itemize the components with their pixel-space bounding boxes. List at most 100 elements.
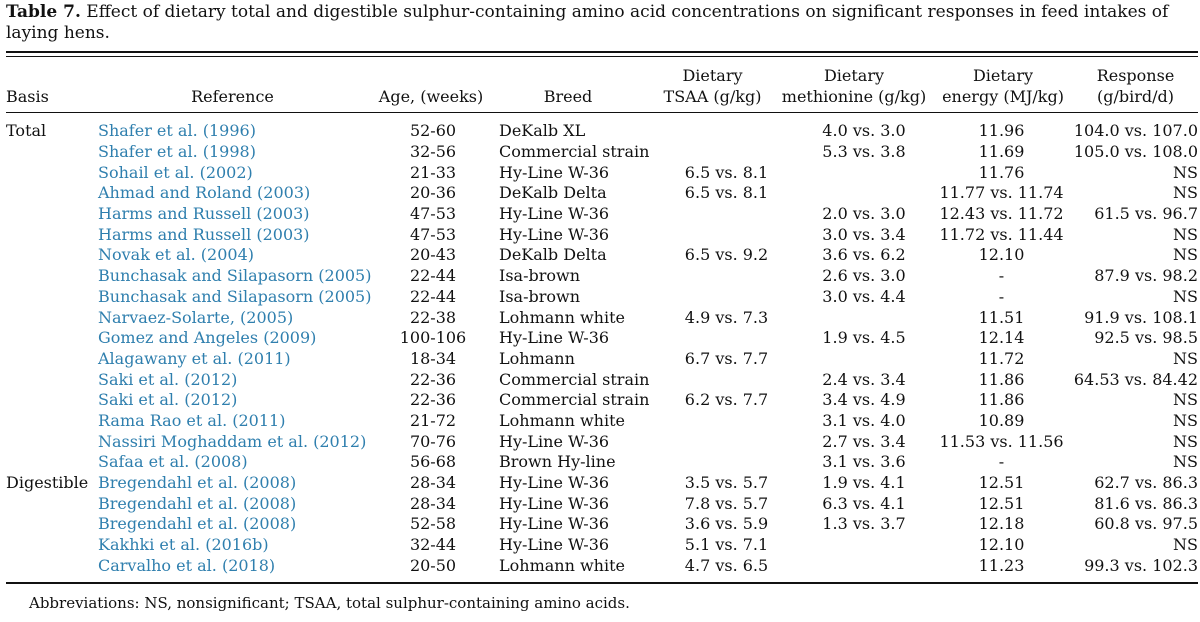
reference-link[interactable]: Bregendahl et al. (2008) xyxy=(98,473,297,493)
response-cell: NS xyxy=(1173,162,1198,182)
tsaa-cell xyxy=(664,328,789,349)
basis-cell xyxy=(6,287,98,308)
breed-cell: Hy-Line W-36 xyxy=(499,328,610,348)
tsaa-cell: 6.5 vs. 9.2 xyxy=(684,245,769,265)
methionine-cell xyxy=(789,162,939,183)
header-age: Age, (weeks) xyxy=(378,87,484,106)
header-tsaa-line1: Dietary xyxy=(682,66,743,85)
header-response-line2: (g/bird/d) xyxy=(1097,87,1174,106)
tsaa-cell xyxy=(664,121,789,142)
methionine-cell: 1.3 vs. 3.7 xyxy=(822,514,906,534)
response-cell: NS xyxy=(1173,245,1198,265)
table-row: Total Shafer et al. (1996) 52-60 DeKalb XL 4… xyxy=(6,121,1198,142)
reference-link[interactable]: Saki et al. (2012) xyxy=(98,390,238,410)
reference-link[interactable]: Gomez and Angeles (2009) xyxy=(98,328,317,348)
reference-link[interactable]: Bunchasak and Silapasorn (2005) xyxy=(98,266,372,286)
tsaa-cell: 5.1 vs. 7.1 xyxy=(684,535,769,555)
methionine-cell: 3.1 vs. 3.6 xyxy=(822,452,906,472)
response-cell: 105.0 vs. 108.0 xyxy=(1073,142,1198,162)
tsaa-cell xyxy=(664,287,789,308)
reference-link[interactable]: Harms and Russell (2003) xyxy=(98,204,310,224)
response-cell: NS xyxy=(1173,452,1198,472)
basis-cell xyxy=(6,183,98,204)
energy-cell: 12.51 xyxy=(978,493,1025,513)
methionine-cell: 1.9 vs. 4.1 xyxy=(822,473,906,493)
methionine-cell: 3.6 vs. 6.2 xyxy=(822,245,906,265)
tsaa-cell: 6.2 vs. 7.7 xyxy=(684,390,769,410)
reference-link[interactable]: Bunchasak and Silapasorn (2005) xyxy=(98,286,372,306)
basis-cell xyxy=(6,493,98,514)
energy-cell: 12.18 xyxy=(978,514,1025,534)
energy-cell: 10.89 xyxy=(978,410,1025,430)
basis-cell xyxy=(6,328,98,349)
reference-link[interactable]: Harms and Russell (2003) xyxy=(98,224,310,244)
table-row: Ahmad and Roland (2003) 20-36 DeKalb Delta… xyxy=(6,183,1198,204)
header-reference: Reference xyxy=(191,87,274,106)
breed-cell: DeKalb Delta xyxy=(499,183,607,203)
energy-cell: 11.23 xyxy=(978,555,1025,575)
energy-cell: 12.51 xyxy=(978,473,1025,493)
reference-link[interactable]: Bregendahl et al. (2008) xyxy=(98,493,297,513)
response-cell: 60.8 vs. 97.5 xyxy=(1094,514,1198,534)
table-row: Digestible Bregendahl et al. (2008) 28-34 H… xyxy=(6,473,1198,494)
response-cell: NS xyxy=(1173,183,1198,203)
reference-link[interactable]: Rama Rao et al. (2011) xyxy=(98,410,286,430)
energy-cell: 11.72 xyxy=(978,348,1025,368)
reference-link[interactable]: Nassiri Moghaddam et al. (2012) xyxy=(98,431,367,451)
basis-cell xyxy=(6,307,98,328)
energy-cell: 11.51 xyxy=(978,307,1025,327)
age-cell: 56-68 xyxy=(409,452,457,472)
tsaa-cell: 7.8 vs. 5.7 xyxy=(684,493,769,513)
response-cell: 104.0 vs. 107.0 xyxy=(1073,121,1198,141)
breed-cell: Hy-Line W-36 xyxy=(499,493,610,513)
basis-cell xyxy=(6,514,98,535)
basis-cell: Digestible xyxy=(6,473,89,493)
energy-cell: 11.86 xyxy=(978,390,1025,410)
reference-link[interactable]: Novak et al. (2004) xyxy=(98,245,255,265)
tsaa-cell: 3.6 vs. 5.9 xyxy=(684,514,769,534)
methionine-cell xyxy=(789,307,939,328)
breed-cell: Commercial strain xyxy=(499,390,650,410)
header-energy-line2: energy (MJ/kg) xyxy=(942,87,1064,106)
table-row: Kakhki et al. (2016b) 32-44 Hy-Line W-36 5.… xyxy=(6,535,1198,556)
energy-cell: 11.72 vs. 11.44 xyxy=(939,224,1064,244)
energy-cell: 11.96 xyxy=(978,121,1025,141)
basis-cell xyxy=(6,431,98,452)
breed-cell: Hy-Line W-36 xyxy=(499,204,610,224)
breed-cell: Lohmann white xyxy=(499,307,625,327)
table-row: Saki et al. (2012) 22-36 Commercial strain… xyxy=(6,369,1198,390)
reference-link[interactable]: Narvaez-Solarte, (2005) xyxy=(98,307,294,327)
breed-cell: DeKalb XL xyxy=(499,121,586,141)
breed-cell: Hy-Line W-36 xyxy=(499,431,610,451)
response-cell: 91.9 vs. 108.1 xyxy=(1084,307,1198,327)
reference-link[interactable]: Kakhki et al. (2016b) xyxy=(98,535,269,555)
methionine-cell: 3.0 vs. 3.4 xyxy=(822,224,906,244)
reference-link[interactable]: Alagawany et al. (2011) xyxy=(98,348,291,368)
breed-cell: Lohmann white xyxy=(499,555,625,575)
reference-link[interactable]: Safaa et al. (2008) xyxy=(98,452,248,472)
bottom-rule xyxy=(6,582,1198,584)
age-cell: 18-34 xyxy=(409,348,457,368)
table-row: Bunchasak and Silapasorn (2005) 22-44 Isa-… xyxy=(6,287,1198,308)
reference-link[interactable]: Saki et al. (2012) xyxy=(98,369,238,389)
basis-cell xyxy=(6,390,98,411)
reference-link[interactable]: Shafer et al. (1996) xyxy=(98,121,256,141)
basis-cell xyxy=(6,162,98,183)
basis-cell xyxy=(6,266,98,287)
tsaa-cell: 4.7 vs. 6.5 xyxy=(684,555,769,575)
reference-link[interactable]: Sohail et al. (2002) xyxy=(98,162,253,182)
reference-link[interactable]: Ahmad and Roland (2003) xyxy=(98,183,311,203)
basis-cell xyxy=(6,555,98,576)
reference-link[interactable]: Carvalho et al. (2018) xyxy=(98,555,276,575)
age-cell: 20-50 xyxy=(409,555,457,575)
methionine-cell: 5.3 vs. 3.8 xyxy=(822,142,906,162)
basis-cell xyxy=(6,452,98,473)
basis-cell xyxy=(6,142,98,163)
breed-cell: Lohmann xyxy=(499,348,575,368)
table-label: Table 7. xyxy=(6,2,81,22)
reference-link[interactable]: Shafer et al. (1998) xyxy=(98,142,256,162)
reference-link[interactable]: Bregendahl et al. (2008) xyxy=(98,514,297,534)
table-row: Safaa et al. (2008) 56-68 Brown Hy-line 3.1… xyxy=(6,452,1198,473)
header-methionine-line1: Dietary xyxy=(823,66,885,85)
basis-cell xyxy=(6,369,98,390)
